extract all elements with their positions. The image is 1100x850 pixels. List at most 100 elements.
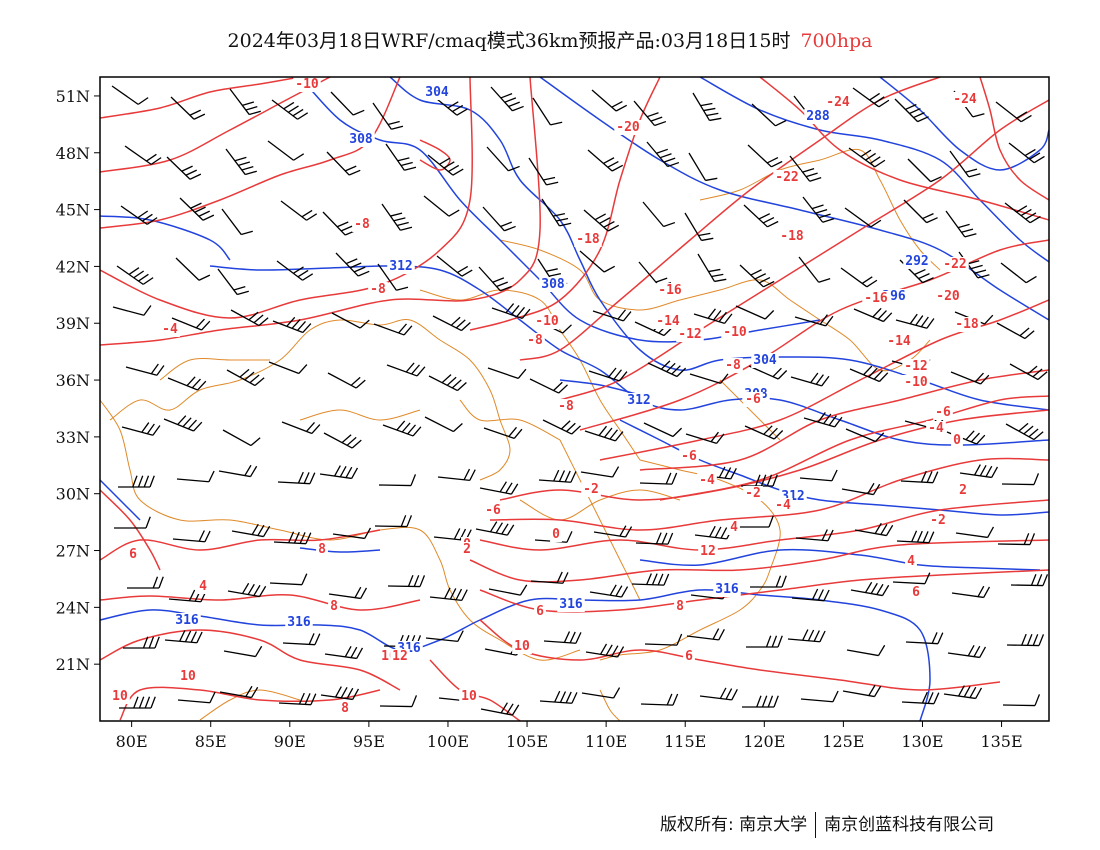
temperature-label: -2 [745, 486, 761, 501]
temperature-label: 4 [730, 520, 738, 535]
temperature-label-bg [483, 503, 503, 518]
wind-barb [584, 425, 624, 442]
height-label: 312 [627, 393, 650, 408]
temperature-label-bg [654, 314, 682, 329]
temperature-label-bg [824, 95, 852, 110]
temperature-label-bg [534, 604, 546, 619]
x-tick-label: 100E [427, 732, 469, 751]
wind-barb [280, 200, 318, 221]
wind-barb [905, 632, 944, 645]
height-contour [559, 379, 641, 396]
temperature-label-bg [574, 232, 602, 247]
y-tick-label: 27N [56, 542, 90, 561]
wind-barb [528, 157, 559, 186]
wind-barb [530, 571, 569, 584]
isotherm [479, 569, 1049, 613]
wind-barb [751, 103, 787, 127]
temperature-label-bg [743, 392, 763, 407]
temperature-label: -24 [953, 92, 977, 107]
wind-barb [791, 588, 830, 602]
wind-barb [542, 419, 581, 435]
border-line [559, 439, 641, 601]
wind-barb [901, 691, 940, 705]
wind-barb [1004, 202, 1041, 224]
wind-barb [949, 150, 981, 178]
temperature-label: -14 [656, 314, 680, 329]
wind-barb [164, 630, 203, 644]
temperature-label: -18 [576, 232, 600, 247]
wind-barb [543, 631, 582, 644]
wind-barb [123, 636, 160, 649]
wind-barb [950, 371, 990, 385]
wind-barb [374, 515, 413, 528]
wind-barb [171, 317, 211, 331]
height-label-bg [713, 582, 741, 597]
temperature-label-bg [951, 433, 963, 448]
map-title: 2024年03月18日WRF/cmaq模式36km预报产品:03月18日15时 7… [0, 26, 1100, 53]
y-tick-label: 30N [56, 485, 90, 504]
y-tick-label: 45N [56, 201, 90, 220]
wind-barb [223, 645, 263, 658]
wind-barb [1010, 573, 1049, 587]
x-tick-label: 125E [822, 732, 864, 751]
wind-barb [277, 471, 316, 485]
height-contour [639, 548, 1041, 571]
isotherm [579, 239, 1049, 431]
height-contour [389, 77, 1049, 411]
wind-barb [320, 686, 360, 701]
wind-barb [744, 425, 784, 440]
wind-barb [684, 212, 714, 242]
wind-barb [945, 210, 977, 238]
wind-barb [896, 530, 935, 544]
temperature-label-bg [778, 229, 806, 244]
wind-barb [281, 421, 321, 435]
wind-barb [737, 515, 774, 528]
wind-barb [593, 525, 633, 538]
wind-barb [640, 693, 679, 706]
wind-barb [278, 692, 317, 706]
wind-barb [491, 303, 531, 320]
wind-barb [221, 208, 253, 236]
wind-barb [746, 635, 783, 648]
isotherm [979, 77, 1049, 201]
wind-barb [996, 322, 1035, 340]
temperature-label: -8 [725, 358, 741, 373]
temperature-label-bg [697, 473, 717, 488]
isotherm [599, 299, 1049, 461]
wind-barb [739, 264, 775, 288]
temperature-label: -8 [354, 217, 370, 232]
wind-barb [589, 584, 629, 598]
wind-barb [688, 152, 718, 182]
height-contour [299, 77, 821, 343]
x-axis: 80E 85E 90E 95E 100E 105E 110E 115E 120E 125E 130E… [116, 721, 1023, 751]
temperature-label-bg [352, 217, 372, 232]
height-label: 308 [541, 277, 565, 292]
wind-barb [166, 156, 202, 180]
temperature-label: 8 [318, 542, 326, 557]
height-label-bg [625, 393, 653, 408]
isotherm [100, 77, 473, 319]
wind-barb [1001, 473, 1040, 486]
height-label-bg [387, 259, 415, 274]
wind-barb [699, 687, 738, 701]
border-line [109, 318, 511, 481]
wind-barb [116, 265, 154, 285]
wind-barb [685, 431, 725, 444]
forecast-map: 3043082883123083042922963123083123163163… [56, 76, 1050, 751]
wind-barb [386, 362, 426, 377]
wind-barb [844, 207, 882, 228]
temperature-label: 12 [392, 649, 408, 664]
height-contour [699, 77, 1049, 263]
title-main: 2024年03月18日WRF/cmaq模式36km预报产品:03月18日15时 [227, 30, 791, 52]
temperature-label: -6 [935, 405, 951, 420]
height-label-bg [557, 597, 585, 612]
temperature-label-bg [723, 358, 743, 373]
wind-barb [644, 633, 683, 646]
wind-barb [267, 140, 305, 161]
wind-barb [642, 201, 676, 228]
temperature-label: 8 [341, 701, 349, 716]
isotherm [419, 139, 451, 171]
temperature-label-bg [533, 314, 561, 329]
temperature-label: -6 [745, 392, 761, 407]
border-line [419, 289, 641, 461]
